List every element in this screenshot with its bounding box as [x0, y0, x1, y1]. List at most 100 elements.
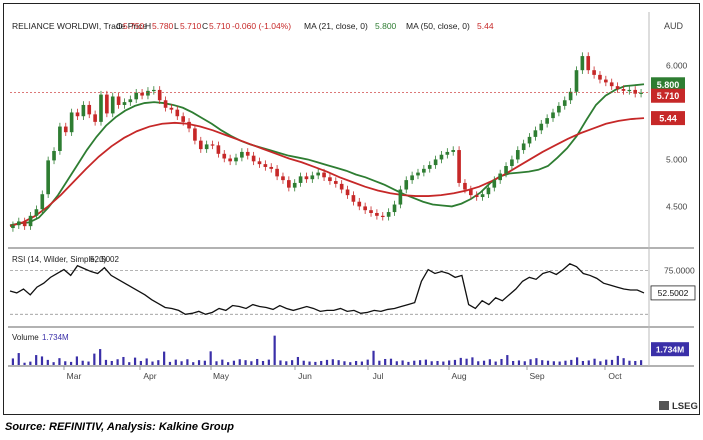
candle	[175, 105, 180, 120]
candle-body	[187, 121, 191, 129]
candle	[480, 190, 485, 201]
candle	[539, 119, 544, 135]
volume-bar	[291, 360, 294, 365]
candle-body	[592, 70, 596, 75]
volume-bar	[465, 358, 468, 365]
volume-bar	[75, 356, 78, 365]
x-tick-label: Aug	[451, 371, 466, 381]
volume-value-badge-text: 1.734M	[656, 345, 684, 355]
candle	[521, 139, 526, 154]
volume-value-badge: 1.734M	[651, 342, 689, 357]
candle	[281, 172, 285, 184]
volume-bar	[261, 360, 265, 365]
candle-body	[351, 195, 356, 202]
volume-plot: 1.734M	[11, 335, 689, 365]
x-tick-label: Apr	[143, 371, 156, 381]
candle	[416, 168, 420, 180]
candle	[639, 88, 643, 98]
ohlc-close-value: 5.710	[209, 21, 231, 31]
candle-body	[562, 100, 567, 106]
candle	[627, 86, 632, 95]
candle	[257, 157, 262, 168]
ohlc-change: -0.060 (-1.04%)	[232, 21, 291, 31]
volume-bar	[430, 361, 433, 365]
volume-bar	[29, 361, 32, 365]
candle-body	[598, 74, 602, 80]
candle	[234, 153, 238, 166]
candle-body	[105, 94, 109, 114]
candle	[510, 155, 514, 170]
candle	[598, 71, 602, 84]
candle	[404, 176, 409, 194]
candle	[116, 92, 121, 109]
candle	[439, 150, 444, 164]
candle	[621, 85, 626, 95]
volume-bar	[227, 362, 230, 365]
volume-bar	[494, 361, 497, 365]
candle	[198, 136, 203, 153]
candle	[28, 212, 33, 230]
volume-bar	[151, 361, 154, 365]
candle-body	[469, 189, 473, 196]
candle	[40, 190, 45, 213]
volume-bar	[482, 360, 486, 365]
candle-body	[222, 153, 227, 159]
rsi-level-label: 75.0000	[664, 266, 695, 276]
volume-bar	[296, 356, 300, 365]
candle-body	[445, 151, 450, 155]
ohlc-low-label: L	[174, 21, 179, 31]
candle-body	[58, 126, 62, 151]
candle-body	[316, 172, 321, 176]
volume-bar	[634, 360, 637, 365]
candle	[369, 206, 373, 217]
candle	[557, 102, 561, 117]
volume-value-badge-bg	[651, 342, 689, 357]
volume-bar	[343, 361, 346, 365]
candle-body	[228, 158, 232, 162]
volume-bar	[320, 360, 323, 365]
volume-bar	[424, 359, 427, 365]
ma50-legend-label: MA (50, close, 0)	[406, 21, 470, 31]
volume-bar	[52, 362, 55, 365]
volume-bar	[564, 360, 567, 365]
volume-bar	[308, 361, 311, 365]
candle	[22, 217, 27, 230]
lseg-logo-text: LSEG	[672, 401, 698, 412]
candle-body	[380, 215, 385, 218]
volume-label: Volume	[12, 333, 39, 342]
volume-bar	[622, 358, 625, 365]
volume-bar	[401, 360, 404, 365]
candle-body	[11, 225, 15, 229]
candle-body	[87, 104, 92, 115]
volume-bar	[232, 360, 236, 365]
candle-body	[251, 155, 256, 162]
candle	[146, 87, 150, 100]
volume-bar	[11, 358, 15, 365]
volume-bar	[69, 361, 73, 365]
candle	[433, 155, 438, 169]
candle-body	[392, 204, 397, 213]
volume-bar	[250, 361, 253, 365]
volume-bar	[244, 360, 247, 365]
candle	[316, 168, 321, 180]
volume-bar	[285, 361, 288, 365]
volume-bar	[552, 361, 555, 365]
candle-body	[386, 212, 391, 217]
candle	[251, 151, 256, 166]
volume-bar	[529, 359, 532, 365]
candle	[474, 191, 479, 201]
volume-bar	[180, 361, 183, 365]
ma50-legend-value: 5.44	[477, 21, 494, 31]
candle	[445, 148, 450, 159]
candle	[562, 96, 567, 110]
candle	[592, 66, 596, 79]
volume-bar	[535, 358, 538, 365]
candle	[322, 168, 326, 182]
candle	[457, 146, 461, 187]
candle	[240, 148, 244, 162]
volume-bar	[628, 360, 631, 365]
candle	[604, 75, 608, 87]
lseg-logo: LSEG	[659, 401, 698, 412]
candle	[181, 112, 185, 126]
candle	[380, 212, 385, 221]
